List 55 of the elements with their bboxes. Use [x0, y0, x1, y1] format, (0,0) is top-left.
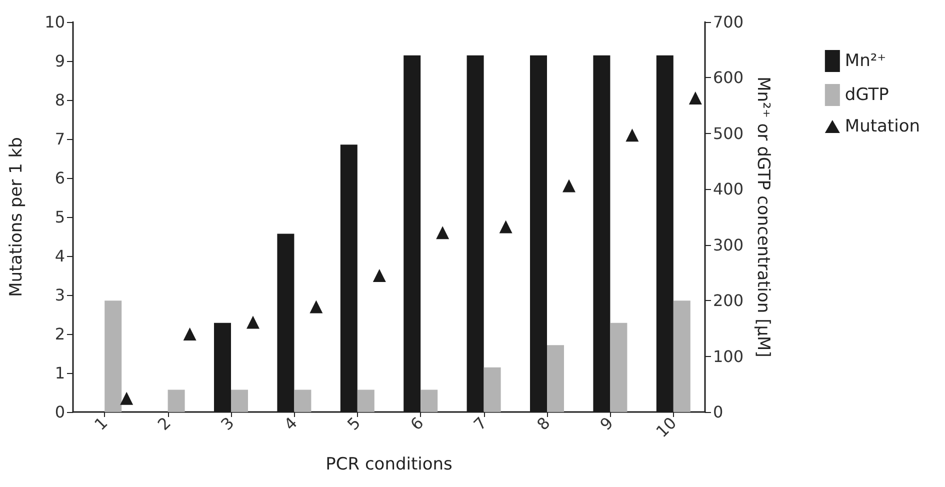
x-tick-label: 6 — [406, 413, 428, 434]
x-tick-label: 9 — [596, 413, 617, 434]
bar — [231, 390, 248, 412]
x-tick-label: 2 — [154, 413, 175, 434]
y2-tick-label: 300 — [713, 235, 744, 254]
point — [436, 226, 450, 240]
x-tick-label: 4 — [280, 413, 301, 434]
y-tick-label: 10 — [44, 12, 65, 32]
y-tick-label: 2 — [54, 324, 65, 344]
y2-tick-label: 400 — [713, 180, 744, 199]
point — [310, 300, 323, 314]
x-tick-label: 10 — [652, 413, 680, 442]
y2-tick-label: 600 — [713, 68, 744, 88]
x-tick-label: 1 — [90, 413, 112, 434]
y-tick-label: 1 — [54, 364, 65, 382]
point — [499, 220, 512, 234]
point — [372, 269, 386, 282]
y-tick-label: 3 — [54, 286, 65, 304]
y-tick-label: 8 — [54, 90, 65, 110]
legend-label: dGTP — [844, 85, 889, 105]
y2-tick-label: 100 — [713, 346, 744, 366]
y-tick-label: 5 — [54, 208, 65, 226]
legend-label: Mutation — [844, 116, 920, 136]
bar — [547, 345, 564, 412]
y2-tick-label: 200 — [713, 291, 744, 310]
point — [120, 392, 134, 405]
bar — [484, 367, 501, 412]
x-tick-label: 7 — [470, 413, 491, 434]
x-tick-label: 3 — [217, 413, 238, 434]
y-tick-label: 0 — [54, 402, 65, 422]
x-tick-label: 8 — [533, 413, 554, 434]
bar — [357, 390, 374, 412]
point — [626, 128, 639, 142]
point — [246, 316, 260, 329]
point — [562, 179, 576, 192]
x-axis-title: PCR conditions — [326, 454, 453, 474]
y2-tick-label: 0 — [713, 402, 724, 422]
y-tick-label: 4 — [54, 246, 65, 266]
bar — [104, 300, 122, 412]
bar — [420, 390, 438, 412]
point — [183, 328, 196, 340]
bar — [610, 322, 628, 412]
y2-tick-label: 500 — [713, 124, 744, 143]
y-tick-label: 7 — [54, 130, 65, 148]
bar — [673, 300, 690, 412]
legend-label: Mn²⁺ — [844, 51, 886, 71]
y-axis-title: Mutations per 1 kb — [6, 137, 26, 297]
x-tick-label: 5 — [343, 413, 364, 434]
bar — [168, 390, 185, 412]
bar — [294, 390, 312, 412]
y2-tick-label: 700 — [713, 12, 744, 32]
y-tick-label: 6 — [54, 168, 65, 188]
y-tick-label: 9 — [54, 52, 65, 70]
y2-axis-title: Mn²⁺ or dGTP concentration [µM] — [752, 76, 773, 358]
point — [688, 92, 702, 105]
